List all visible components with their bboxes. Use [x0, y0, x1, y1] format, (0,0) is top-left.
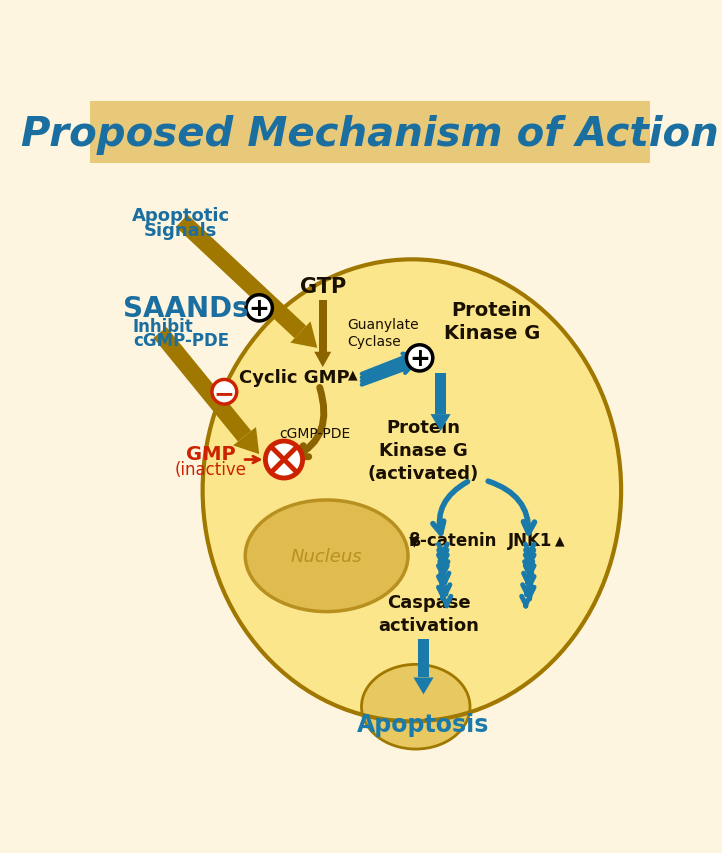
Ellipse shape: [360, 434, 463, 548]
Text: Signals: Signals: [144, 222, 217, 240]
Text: cGMP-PDE: cGMP-PDE: [279, 426, 351, 440]
Text: ß-catenin: ß-catenin: [409, 531, 497, 549]
Polygon shape: [153, 328, 251, 442]
Text: Caspase
activation: Caspase activation: [378, 594, 479, 634]
Ellipse shape: [292, 359, 531, 623]
Polygon shape: [430, 415, 451, 432]
Ellipse shape: [362, 664, 470, 749]
Text: (inactive: (inactive: [175, 461, 246, 479]
Text: +: +: [249, 297, 269, 321]
Ellipse shape: [357, 430, 467, 552]
Text: ▲: ▲: [555, 534, 565, 548]
Ellipse shape: [297, 363, 527, 618]
Ellipse shape: [305, 373, 518, 608]
FancyArrowPatch shape: [488, 482, 534, 533]
Text: Cyclic GMP: Cyclic GMP: [239, 368, 349, 386]
Ellipse shape: [275, 340, 549, 641]
Polygon shape: [418, 639, 429, 677]
Ellipse shape: [228, 288, 596, 693]
Ellipse shape: [365, 439, 459, 543]
Ellipse shape: [245, 501, 408, 612]
Ellipse shape: [245, 307, 578, 675]
Ellipse shape: [241, 303, 583, 679]
Ellipse shape: [326, 397, 497, 585]
Ellipse shape: [288, 354, 536, 627]
Ellipse shape: [408, 486, 416, 496]
Text: Apoptotic: Apoptotic: [132, 207, 230, 225]
Ellipse shape: [339, 410, 484, 571]
Ellipse shape: [310, 378, 514, 604]
Text: JNK1: JNK1: [508, 531, 552, 549]
Ellipse shape: [395, 472, 429, 509]
Text: Nucleus: Nucleus: [291, 547, 362, 566]
Ellipse shape: [335, 406, 489, 576]
Text: GTP: GTP: [300, 277, 346, 297]
Text: Apoptosis: Apoptosis: [357, 711, 490, 736]
Ellipse shape: [284, 350, 540, 632]
FancyArrowPatch shape: [433, 482, 468, 533]
Ellipse shape: [391, 467, 433, 514]
Ellipse shape: [207, 264, 617, 717]
Bar: [90, 102, 650, 164]
Polygon shape: [414, 677, 434, 694]
Ellipse shape: [318, 387, 506, 595]
Ellipse shape: [369, 444, 455, 538]
Text: GMP: GMP: [186, 444, 235, 463]
Ellipse shape: [203, 260, 621, 722]
Ellipse shape: [404, 481, 420, 500]
Ellipse shape: [271, 335, 553, 646]
Polygon shape: [319, 301, 326, 352]
Text: Proposed Mechanism of Action: Proposed Mechanism of Action: [21, 114, 719, 154]
Text: Guanylate
Cyclase: Guanylate Cyclase: [347, 317, 419, 349]
Ellipse shape: [348, 421, 476, 561]
Ellipse shape: [266, 331, 557, 651]
Polygon shape: [435, 373, 446, 415]
Ellipse shape: [331, 401, 493, 580]
Ellipse shape: [211, 270, 612, 712]
Text: ▲: ▲: [348, 368, 358, 381]
Ellipse shape: [301, 368, 523, 613]
Text: +: +: [409, 346, 430, 370]
Text: Protein
Kinase G
(activated): Protein Kinase G (activated): [368, 419, 479, 483]
Ellipse shape: [352, 425, 471, 557]
Ellipse shape: [344, 415, 480, 566]
Circle shape: [406, 345, 432, 372]
Circle shape: [266, 442, 303, 479]
Text: Inhibit: Inhibit: [133, 318, 193, 336]
FancyArrowPatch shape: [295, 388, 324, 457]
Ellipse shape: [313, 382, 510, 599]
Text: ▼: ▼: [409, 534, 419, 548]
Ellipse shape: [399, 477, 425, 505]
Ellipse shape: [215, 274, 609, 707]
Polygon shape: [233, 427, 259, 455]
Ellipse shape: [258, 322, 565, 660]
Polygon shape: [176, 216, 306, 339]
Ellipse shape: [219, 279, 604, 703]
Ellipse shape: [382, 458, 442, 524]
Ellipse shape: [254, 316, 570, 665]
Ellipse shape: [224, 283, 600, 698]
Text: Protein
Kinase G: Protein Kinase G: [443, 300, 540, 343]
Ellipse shape: [250, 312, 574, 670]
Text: −: −: [214, 382, 235, 406]
Ellipse shape: [373, 449, 451, 533]
Ellipse shape: [322, 392, 502, 589]
Text: cGMP-PDE: cGMP-PDE: [133, 332, 229, 350]
Ellipse shape: [262, 326, 561, 656]
Ellipse shape: [237, 298, 587, 684]
Polygon shape: [314, 352, 331, 368]
Text: SAANDs: SAANDs: [123, 294, 248, 322]
Ellipse shape: [378, 453, 446, 528]
Ellipse shape: [232, 293, 591, 688]
Polygon shape: [290, 322, 318, 349]
Ellipse shape: [386, 462, 438, 519]
Circle shape: [246, 295, 272, 322]
Circle shape: [212, 380, 237, 404]
Ellipse shape: [279, 345, 544, 636]
